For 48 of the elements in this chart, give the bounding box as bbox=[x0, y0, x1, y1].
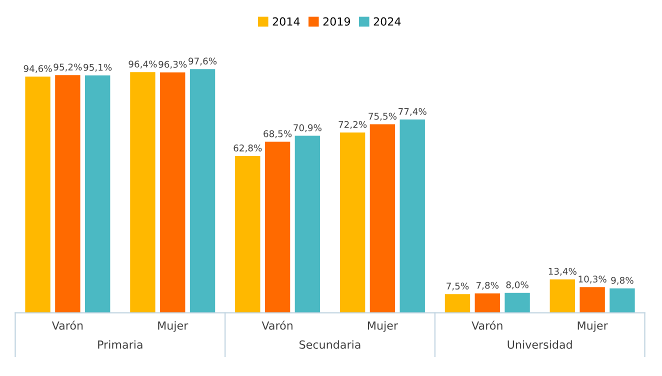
text: Secundaria bbox=[300, 340, 360, 349]
bar bbox=[580, 287, 605, 313]
data-label: 13,4% bbox=[548, 268, 576, 276]
bar bbox=[400, 120, 425, 313]
bar bbox=[474, 293, 500, 313]
bar bbox=[25, 76, 50, 313]
legend-label: 2019 bbox=[323, 17, 350, 26]
bar bbox=[130, 72, 156, 313]
x-tick-label: Mujer bbox=[368, 321, 398, 332]
x-tick-label: Mujer bbox=[578, 321, 608, 332]
data-label: 95,2% bbox=[54, 64, 82, 72]
bar bbox=[550, 279, 576, 313]
data-label: 94,6% bbox=[24, 65, 52, 73]
bar bbox=[370, 124, 396, 313]
data-label: 95,1% bbox=[84, 64, 112, 72]
bar bbox=[294, 136, 320, 313]
data-label: 9,8% bbox=[611, 276, 634, 285]
bar bbox=[235, 156, 260, 313]
bar bbox=[610, 288, 635, 313]
bar bbox=[444, 294, 470, 313]
data-label: 72,2% bbox=[338, 121, 367, 129]
bar bbox=[504, 292, 530, 313]
bar bbox=[160, 72, 186, 313]
bar bbox=[55, 75, 80, 313]
legend-label: 2024 bbox=[374, 17, 401, 26]
x-tick-label: Varón bbox=[262, 320, 292, 330]
data-label: 68,5% bbox=[264, 130, 292, 138]
bar bbox=[264, 142, 290, 313]
data-label: 96,4% bbox=[128, 60, 157, 68]
text: Primaria bbox=[98, 340, 142, 349]
x-tick-label: Varón bbox=[52, 320, 83, 330]
data-label: 7,8% bbox=[476, 282, 499, 290]
data-label: 97,6% bbox=[188, 58, 217, 66]
data-label: 70,9% bbox=[294, 124, 322, 132]
x-tick-label: Varón bbox=[472, 320, 502, 330]
text: Universidad bbox=[508, 340, 572, 349]
x-tick-label: Mujer bbox=[158, 321, 188, 332]
data-label: 62,8% bbox=[234, 144, 262, 152]
data-label: 77,4% bbox=[398, 108, 426, 116]
bar bbox=[85, 75, 110, 313]
data-label: 7,5% bbox=[446, 282, 469, 290]
legend-label: 2014 bbox=[272, 17, 300, 26]
data-label: 10,3% bbox=[578, 276, 606, 284]
data-label: 8,0% bbox=[506, 281, 528, 290]
data-label: 75,5% bbox=[368, 112, 397, 121]
bar bbox=[190, 69, 216, 313]
data-label: 96,3% bbox=[158, 60, 187, 69]
bar bbox=[340, 132, 366, 313]
